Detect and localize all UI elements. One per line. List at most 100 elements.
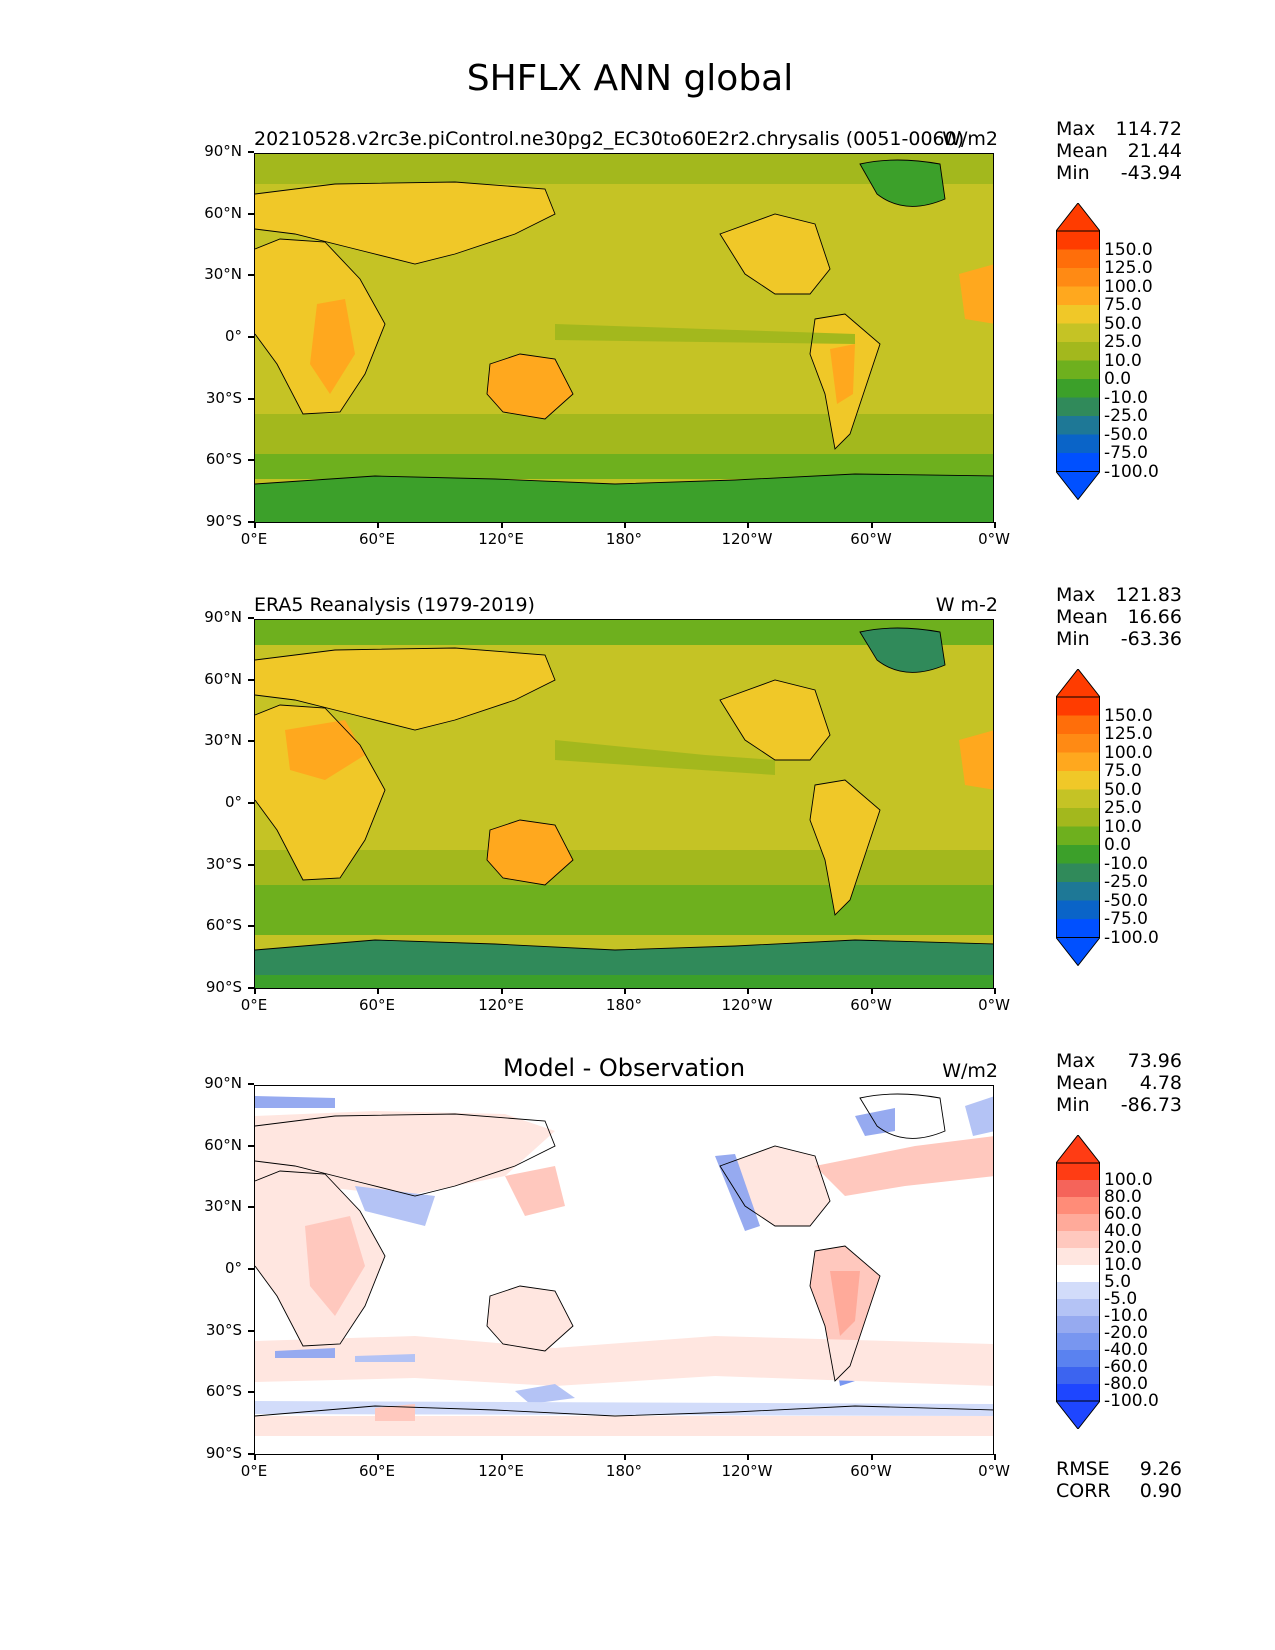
colorbar-segment (1056, 1265, 1100, 1283)
metric-rmse: 9.26 (1139, 1458, 1182, 1480)
colorbar-tick-label: -75.0 (1104, 909, 1148, 929)
colorbar-segment (1056, 323, 1100, 343)
colorbar-tick-label: 10.0 (1104, 816, 1142, 837)
stat-label: Min (1056, 162, 1090, 184)
colorbar-tick-label: -100.0 (1104, 927, 1159, 948)
colorbar-tick-label: -10.0 (1104, 853, 1148, 874)
lon-tick: 120°E (461, 988, 541, 1014)
stats-box: Max 114.72 Mean 21.44 Min -43.94 (1056, 118, 1182, 184)
panel-title: 20210528.v2rc3e.piControl.ne30pg2_EC30to… (254, 128, 965, 150)
stat-label: Max (1056, 1050, 1096, 1072)
stat-mean: 21.44 (1127, 140, 1182, 162)
colorbar-tick-label: 25.0 (1104, 798, 1142, 818)
lon-tick: 120°W (707, 988, 787, 1014)
colorbar-segment (1056, 882, 1100, 901)
panel-units: W/m2 (942, 1060, 998, 1082)
colorbar-tick-label: 75.0 (1104, 295, 1142, 315)
colorbar-tick-label: 50.0 (1104, 313, 1142, 334)
diff-map (254, 1085, 994, 1455)
lat-tick: 30°S (182, 1321, 254, 1339)
colorbar-extend-max (1056, 669, 1100, 698)
colorbar-segment (1056, 919, 1100, 938)
colorbar-segment (1056, 715, 1100, 735)
metrics-box: RMSE 9.26 CORR 0.90 (1056, 1458, 1182, 1502)
colorbar-segment (1056, 771, 1100, 790)
colorbar-segment (1056, 397, 1100, 417)
lon-tick: 60°W (831, 988, 911, 1014)
colorbar-segment (1056, 900, 1100, 920)
panel-title: Model - Observation (502, 1054, 746, 1082)
colorbar-tick-label: 150.0 (1104, 239, 1153, 260)
colorbar-segment (1056, 789, 1100, 809)
colorbar-tick-label: -20.0 (1104, 1323, 1148, 1343)
stat-label: Mean (1056, 140, 1108, 162)
lat-tick: 30°N (182, 1197, 254, 1215)
lat-tick: 60°N (182, 1136, 254, 1154)
colorbar-segment (1056, 305, 1100, 324)
colorbar-tick-label: 125.0 (1104, 724, 1153, 744)
colorbar-extend-max (1056, 203, 1100, 232)
panel-units: W m-2 (935, 594, 998, 616)
panel-units: W/m2 (942, 128, 998, 150)
lat-tick: 30°S (182, 855, 254, 873)
lon-tick: 120°W (707, 1454, 787, 1480)
colorbar-tick-label: -100.0 (1104, 461, 1159, 482)
colorbar-tick-label: 5.0 (1104, 1272, 1132, 1292)
colorbar-segment (1056, 1316, 1100, 1334)
colorbar-segment (1056, 1248, 1100, 1266)
colorbar-tick-label: 60.0 (1104, 1204, 1142, 1224)
colorbar-tick-label: 75.0 (1104, 761, 1142, 781)
colorbar-tick-label: -10.0 (1104, 387, 1148, 408)
stat-label: Mean (1056, 606, 1108, 628)
obs-map (254, 619, 994, 989)
colorbar-extend-max (1056, 1135, 1100, 1164)
lon-tick: 180° (584, 988, 664, 1014)
lat-tick: 0° (182, 1259, 254, 1277)
colorbar-tick-label: -50.0 (1104, 424, 1148, 445)
colorbar-segment (1056, 752, 1100, 772)
lat-tick: 0° (182, 793, 254, 811)
colorbar-segment (1056, 1231, 1100, 1249)
colorbar-tick-label: 125.0 (1104, 258, 1153, 278)
colorbar-segment (1056, 826, 1100, 846)
panel-title: ERA5 Reanalysis (1979-2019) (254, 594, 535, 616)
metric-label: RMSE (1056, 1458, 1110, 1480)
lat-tick: 30°N (182, 731, 254, 749)
colorbar-tick-label: -25.0 (1104, 406, 1148, 426)
stat-label: Min (1056, 628, 1090, 650)
lon-tick: 0°E (214, 522, 294, 548)
lon-tick: 120°E (461, 1454, 541, 1480)
lat-tick: 60°S (182, 1382, 254, 1400)
stat-mean: 4.78 (1139, 1072, 1182, 1094)
colorbar-segment (1056, 268, 1100, 287)
colorbar-tick-label: 25.0 (1104, 332, 1142, 352)
colorbar-segment (1056, 845, 1100, 864)
colorbar-segment (1056, 1197, 1100, 1215)
lon-tick: 0°E (214, 1454, 294, 1480)
colorbar-tick-label: -75.0 (1104, 443, 1148, 463)
stats-box: Max 121.83 Mean 16.66 Min -63.36 (1056, 584, 1182, 650)
colorbar-extend-min (1056, 471, 1100, 500)
lon-tick: 60°E (337, 1454, 417, 1480)
colorbar-tick-label: -5.0 (1104, 1289, 1138, 1309)
colorbar-tick-label: 150.0 (1104, 705, 1153, 726)
colorbar (1056, 1135, 1100, 1429)
colorbar-segment (1056, 1299, 1100, 1317)
colorbar-segment (1056, 379, 1100, 398)
colorbar-extend-min (1056, 937, 1100, 966)
colorbar-outline (1056, 1162, 1100, 1402)
lat-tick: 90°S (182, 1444, 254, 1462)
colorbar-tick-label: 10.0 (1104, 1255, 1142, 1275)
colorbar-segment (1056, 342, 1100, 361)
stat-label: Max (1056, 584, 1096, 606)
colorbar-svg (1056, 669, 1100, 966)
model-map (254, 153, 994, 523)
lat-tick: 90°S (182, 512, 254, 530)
colorbar-tick-label: 80.0 (1104, 1187, 1142, 1207)
colorbar-tick-label: 0.0 (1104, 369, 1132, 389)
stat-min: -43.94 (1120, 162, 1182, 184)
lon-tick: 0°E (214, 988, 294, 1014)
colorbar-tick-label: 0.0 (1104, 835, 1132, 855)
colorbar-segment (1056, 1384, 1100, 1402)
colorbar-segment (1056, 1350, 1100, 1368)
